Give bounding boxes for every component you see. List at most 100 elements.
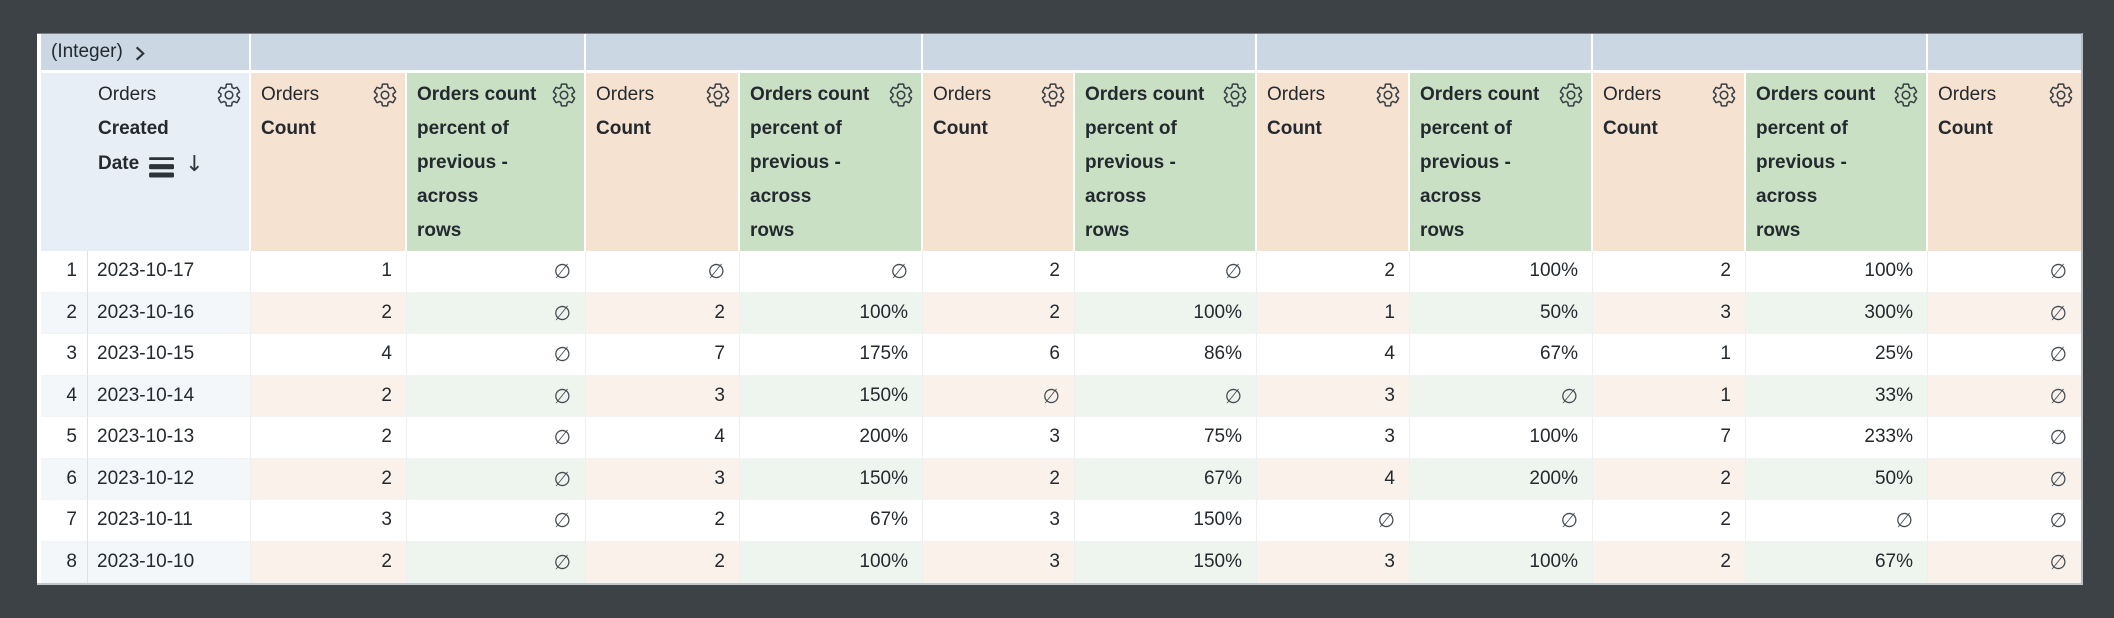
count-cell[interactable]: 3 bbox=[586, 375, 740, 417]
percent-cell[interactable]: ∅ bbox=[407, 458, 586, 500]
percent-cell[interactable]: 200% bbox=[740, 417, 923, 459]
measure-header-cell-orders-count[interactable]: Orders Count bbox=[1593, 73, 1746, 251]
count-cell[interactable]: 7 bbox=[1593, 417, 1746, 459]
percent-cell[interactable]: 150% bbox=[1075, 500, 1257, 542]
percent-cell[interactable]: 175% bbox=[740, 334, 923, 376]
count-cell[interactable]: ∅ bbox=[1928, 417, 2081, 459]
count-cell[interactable]: 2 bbox=[923, 251, 1075, 293]
count-cell[interactable]: ∅ bbox=[1928, 334, 2081, 376]
count-cell[interactable]: 2 bbox=[251, 458, 407, 500]
count-cell[interactable]: ∅ bbox=[586, 251, 740, 293]
gear-icon[interactable] bbox=[1893, 82, 1919, 108]
percent-cell[interactable]: ∅ bbox=[407, 417, 586, 459]
gear-icon[interactable] bbox=[1375, 82, 1401, 108]
count-cell[interactable]: 3 bbox=[1257, 541, 1410, 583]
percent-cell[interactable]: 100% bbox=[1746, 251, 1928, 293]
count-cell[interactable]: 3 bbox=[586, 458, 740, 500]
count-cell[interactable]: 4 bbox=[251, 334, 407, 376]
percent-cell[interactable]: ∅ bbox=[1075, 375, 1257, 417]
percent-cell[interactable]: 150% bbox=[740, 458, 923, 500]
gear-icon[interactable] bbox=[1040, 82, 1066, 108]
percent-cell[interactable]: 100% bbox=[1410, 251, 1593, 293]
count-cell[interactable]: 2 bbox=[251, 541, 407, 583]
count-cell[interactable]: ∅ bbox=[1928, 500, 2081, 542]
count-cell[interactable]: 2 bbox=[586, 292, 740, 334]
date-cell[interactable]: 2023-10-13 bbox=[88, 417, 251, 459]
percent-cell[interactable]: 100% bbox=[1075, 292, 1257, 334]
count-cell[interactable]: 2 bbox=[251, 417, 407, 459]
count-cell[interactable]: 2 bbox=[923, 458, 1075, 500]
count-cell[interactable]: 1 bbox=[1257, 292, 1410, 334]
count-cell[interactable]: 4 bbox=[586, 417, 740, 459]
count-cell[interactable]: ∅ bbox=[923, 375, 1075, 417]
count-cell[interactable]: 1 bbox=[251, 251, 407, 293]
count-cell[interactable]: 2 bbox=[1257, 251, 1410, 293]
percent-cell[interactable]: 100% bbox=[740, 541, 923, 583]
gear-icon[interactable] bbox=[216, 82, 242, 108]
date-cell[interactable]: 2023-10-10 bbox=[88, 541, 251, 583]
percent-cell[interactable]: 86% bbox=[1075, 334, 1257, 376]
count-cell[interactable]: 2 bbox=[251, 375, 407, 417]
percent-cell[interactable]: ∅ bbox=[1746, 500, 1928, 542]
count-cell[interactable]: 2 bbox=[1593, 541, 1746, 583]
percent-cell[interactable]: ∅ bbox=[407, 500, 586, 542]
date-cell[interactable]: 2023-10-14 bbox=[88, 375, 251, 417]
percent-cell[interactable]: ∅ bbox=[1075, 251, 1257, 293]
count-cell[interactable]: 3 bbox=[923, 417, 1075, 459]
date-cell[interactable]: 2023-10-17 bbox=[88, 251, 251, 293]
percent-cell[interactable]: 100% bbox=[740, 292, 923, 334]
percent-cell[interactable]: 50% bbox=[1746, 458, 1928, 500]
percent-cell[interactable]: 67% bbox=[1075, 458, 1257, 500]
percent-cell[interactable]: 67% bbox=[1746, 541, 1928, 583]
count-cell[interactable]: 2 bbox=[1593, 458, 1746, 500]
pivot-field-cell[interactable]: (Integer) bbox=[41, 34, 251, 73]
measure-header-cell-orders-count[interactable]: Orders Count bbox=[586, 73, 740, 251]
count-cell[interactable]: 1 bbox=[1593, 334, 1746, 376]
percent-cell[interactable]: ∅ bbox=[1410, 375, 1593, 417]
gear-icon[interactable] bbox=[372, 82, 398, 108]
percent-cell[interactable]: 50% bbox=[1410, 292, 1593, 334]
measure-header-cell-orders-count[interactable]: Orders Count bbox=[1928, 73, 2081, 251]
chevron-right-icon[interactable] bbox=[130, 44, 149, 63]
count-cell[interactable]: 1 bbox=[1593, 375, 1746, 417]
count-cell[interactable]: 3 bbox=[251, 500, 407, 542]
count-cell[interactable]: ∅ bbox=[1928, 541, 2081, 583]
count-cell[interactable]: ∅ bbox=[1928, 251, 2081, 293]
percent-cell[interactable]: 100% bbox=[1410, 417, 1593, 459]
count-cell[interactable]: 2 bbox=[923, 292, 1075, 334]
gear-icon[interactable] bbox=[2048, 82, 2074, 108]
date-cell[interactable]: 2023-10-11 bbox=[88, 500, 251, 542]
date-cell[interactable]: 2023-10-12 bbox=[88, 458, 251, 500]
gear-icon[interactable] bbox=[551, 82, 577, 108]
percent-cell[interactable]: ∅ bbox=[1410, 500, 1593, 542]
percent-cell[interactable]: ∅ bbox=[740, 251, 923, 293]
calc-header-cell-percent-of-previous[interactable]: Orders count percent of previous - across ro… bbox=[740, 73, 923, 251]
percent-cell[interactable]: ∅ bbox=[407, 334, 586, 376]
measure-header-cell-orders-count[interactable]: Orders Count bbox=[1257, 73, 1410, 251]
count-cell[interactable]: 2 bbox=[586, 541, 740, 583]
count-cell[interactable]: ∅ bbox=[1257, 500, 1410, 542]
count-cell[interactable]: 3 bbox=[1257, 417, 1410, 459]
count-cell[interactable]: 4 bbox=[1257, 334, 1410, 376]
percent-cell[interactable]: 200% bbox=[1410, 458, 1593, 500]
count-cell[interactable]: 3 bbox=[1257, 375, 1410, 417]
calc-header-cell-percent-of-previous[interactable]: Orders count percent of previous - across ro… bbox=[1075, 73, 1257, 251]
percent-cell[interactable]: ∅ bbox=[407, 251, 586, 293]
percent-cell[interactable]: 67% bbox=[1410, 334, 1593, 376]
date-cell[interactable]: 2023-10-15 bbox=[88, 334, 251, 376]
gear-icon[interactable] bbox=[1222, 82, 1248, 108]
percent-cell[interactable]: 150% bbox=[740, 375, 923, 417]
percent-cell[interactable]: 75% bbox=[1075, 417, 1257, 459]
count-cell[interactable]: ∅ bbox=[1928, 292, 2081, 334]
percent-cell[interactable]: 150% bbox=[1075, 541, 1257, 583]
percent-cell[interactable]: 300% bbox=[1746, 292, 1928, 334]
gear-icon[interactable] bbox=[1558, 82, 1584, 108]
count-cell[interactable]: 2 bbox=[586, 500, 740, 542]
date-cell[interactable]: 2023-10-16 bbox=[88, 292, 251, 334]
count-cell[interactable]: 4 bbox=[1257, 458, 1410, 500]
calc-header-cell-percent-of-previous[interactable]: Orders count percent of previous - across ro… bbox=[407, 73, 586, 251]
measure-header-cell-orders-count[interactable]: Orders Count bbox=[251, 73, 407, 251]
count-cell[interactable]: ∅ bbox=[1928, 458, 2081, 500]
percent-cell[interactable]: ∅ bbox=[407, 375, 586, 417]
percent-cell[interactable]: 25% bbox=[1746, 334, 1928, 376]
